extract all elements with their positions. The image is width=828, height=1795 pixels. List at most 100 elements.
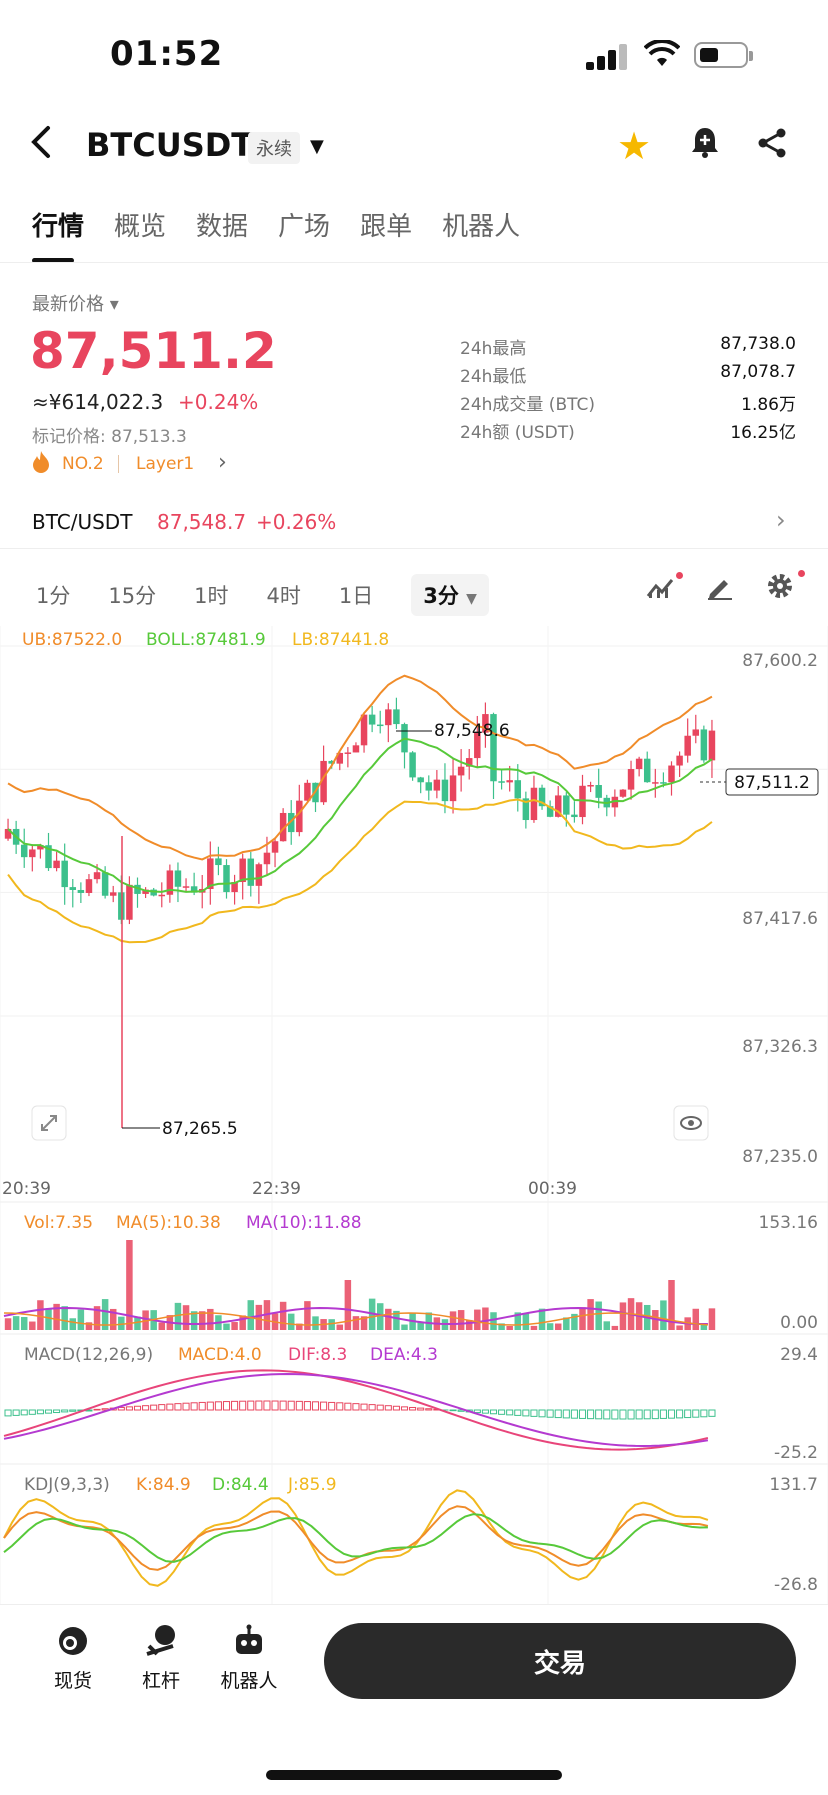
- candle: [360, 714, 368, 746]
- indicator-icon[interactable]: [646, 574, 676, 606]
- tab-active-indicator: [32, 258, 74, 263]
- macd-bar: [538, 1409, 546, 1418]
- stat-label: 24h额 (USDT): [460, 423, 575, 443]
- bell-plus-icon[interactable]: [690, 126, 720, 166]
- chevron-right-icon[interactable]: ›: [218, 450, 227, 475]
- candle: [684, 735, 691, 756]
- candle: [482, 714, 489, 733]
- macd-bar: [659, 1409, 667, 1419]
- pair-title[interactable]: BTCUSDT: [86, 126, 254, 164]
- macd-bar: [506, 1409, 514, 1416]
- macd-dea: DEA:4.3: [370, 1345, 438, 1365]
- volume-bar: [571, 1313, 578, 1330]
- macd-bar: [344, 1402, 352, 1411]
- macd-bar: [20, 1409, 28, 1416]
- chevron-right-icon[interactable]: ›: [776, 506, 786, 534]
- macd-bar: [336, 1402, 344, 1411]
- candle: [166, 870, 174, 895]
- candle: [449, 775, 457, 802]
- macd-bar: [562, 1409, 570, 1419]
- volume-bar: [126, 1240, 133, 1330]
- macd-bar: [619, 1409, 627, 1420]
- candle: [530, 787, 538, 821]
- macd-dif-line: [3, 1369, 709, 1451]
- candle: [457, 766, 465, 776]
- interval-3m[interactable]: 3分 ▼: [411, 574, 489, 616]
- margin-icon: [116, 1624, 206, 1666]
- mark-price: 标记价格: 87,513.3: [32, 427, 187, 447]
- volume-bar: [465, 1319, 473, 1330]
- nav-margin[interactable]: 杠杆: [116, 1624, 206, 1693]
- chevron-down-icon[interactable]: ▼: [310, 136, 324, 157]
- volume-bar: [401, 1324, 408, 1330]
- macd-bar: [546, 1409, 554, 1418]
- macd-bar: [530, 1409, 538, 1417]
- volume-bar: [490, 1312, 497, 1330]
- divider: [0, 548, 828, 549]
- volume-bar: [676, 1325, 683, 1330]
- price-change: +0.24%: [178, 390, 259, 414]
- volume-bar: [12, 1316, 20, 1330]
- macd-bar: [287, 1400, 295, 1411]
- candle: [101, 872, 109, 896]
- kdj-k-line: [3, 1505, 709, 1571]
- macd-bar: [417, 1407, 425, 1411]
- candle: [393, 709, 400, 725]
- candle: [506, 780, 513, 783]
- candle: [522, 798, 530, 821]
- volume-bar: [198, 1311, 206, 1330]
- macd-bar: [142, 1405, 150, 1411]
- volume-bar: [546, 1323, 554, 1330]
- volume-bar: [61, 1306, 68, 1330]
- trade-button[interactable]: 交易: [324, 1623, 796, 1699]
- macd-bar: [481, 1409, 489, 1414]
- candle: [215, 858, 222, 866]
- eye-icon: [688, 1120, 694, 1126]
- macd-bar: [206, 1401, 214, 1411]
- candle: [263, 852, 271, 865]
- macd-bar: [595, 1409, 603, 1420]
- candle: [150, 889, 157, 896]
- volume-bar: [279, 1301, 287, 1330]
- stat-value: 1.86万: [741, 395, 796, 415]
- nav-spot[interactable]: 现货: [28, 1624, 118, 1693]
- kline-chart[interactable]: UB:87522.0 BOLL:87481.9 LB:87441.8 87,600.2…: [0, 626, 828, 1604]
- interval-4h[interactable]: 4时: [266, 584, 301, 608]
- candle: [336, 752, 344, 764]
- tab-data[interactable]: 数据: [196, 212, 249, 242]
- interval-15m[interactable]: 15分: [108, 584, 157, 608]
- tab-copy-trade[interactable]: 跟单: [360, 212, 413, 242]
- candle: [93, 872, 101, 880]
- candle: [708, 730, 716, 761]
- volume-bar: [77, 1309, 85, 1330]
- back-icon[interactable]: [28, 124, 54, 169]
- draw-icon[interactable]: [706, 574, 734, 606]
- wifi-icon: [643, 38, 681, 76]
- volume-bar: [498, 1323, 505, 1330]
- latest-price-label[interactable]: 最新价格 ▾: [32, 294, 119, 315]
- nav-bots[interactable]: 机器人: [204, 1624, 294, 1693]
- candle: [328, 760, 335, 764]
- volume-bar: [4, 1318, 12, 1330]
- volume-bar: [296, 1323, 303, 1330]
- candle: [45, 845, 52, 869]
- volume-bar: [530, 1325, 538, 1330]
- spot-pair[interactable]: BTC/USDT: [32, 510, 133, 534]
- candle: [595, 785, 602, 798]
- star-icon[interactable]: ★: [617, 124, 652, 168]
- tab-overview[interactable]: 概览: [114, 212, 167, 242]
- interval-1h[interactable]: 1时: [194, 584, 229, 608]
- share-icon[interactable]: [757, 128, 787, 166]
- sector-tag[interactable]: Layer1: [136, 454, 195, 474]
- tab-bots[interactable]: 机器人: [442, 212, 521, 242]
- interval-1m[interactable]: 1分: [36, 584, 71, 608]
- high-marker: 87,548.6: [434, 721, 510, 741]
- tab-market[interactable]: 行情: [32, 212, 85, 242]
- macd-bar: [133, 1405, 142, 1411]
- settings-icon[interactable]: [766, 572, 794, 606]
- tab-square[interactable]: 广场: [278, 212, 331, 242]
- macd-bar: [4, 1409, 12, 1417]
- interval-1d[interactable]: 1日: [338, 584, 374, 608]
- volume-bar: [231, 1322, 238, 1330]
- candle: [465, 758, 473, 767]
